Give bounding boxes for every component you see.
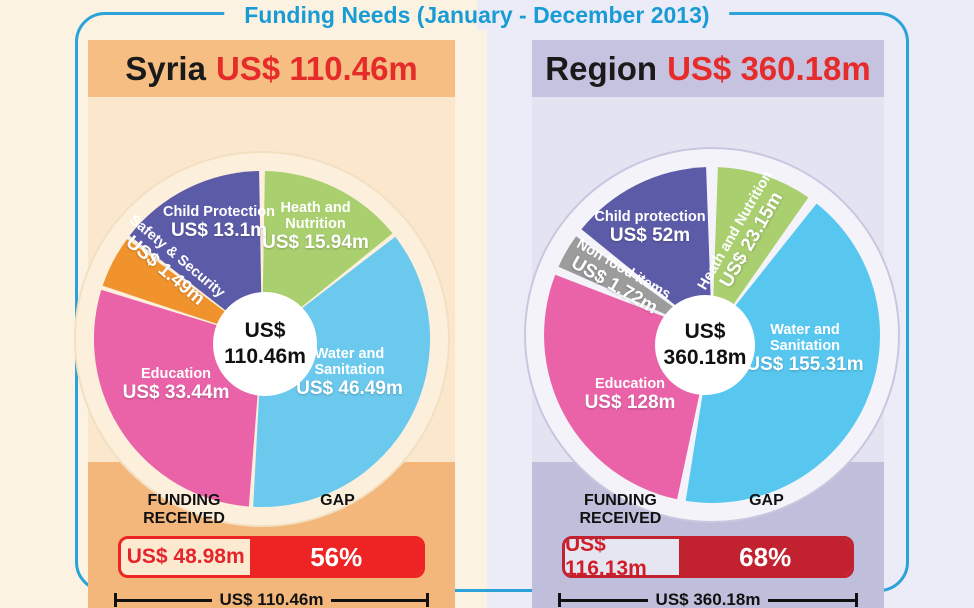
syria-funding-headers: FUNDING RECEIVED GAP xyxy=(118,492,425,528)
syria-pie: Heath and Nutrition US$ 15.94m Water and… xyxy=(74,151,450,527)
measure-line xyxy=(331,598,426,602)
syria-total-measure: US$ 110.46m xyxy=(114,590,429,608)
syria-funding-received-header: FUNDING RECEIVED xyxy=(143,492,225,527)
panel-region: Region US$ 360.18m Heath and Nutrition U… xyxy=(524,40,900,608)
region-total-measure: US$ 360.18m xyxy=(558,590,858,608)
pie-slice-water-sanitation xyxy=(685,203,881,503)
panel-syria-header: Syria US$ 110.46m xyxy=(88,40,455,97)
syria-gap-header: GAP xyxy=(320,492,355,509)
measure-right-tick xyxy=(426,593,429,607)
pie-slice-water-sanitation xyxy=(253,236,431,508)
panel-syria-body: Heath and Nutrition US$ 15.94m Water and… xyxy=(74,97,455,527)
syria-measure-total: US$ 110.46m xyxy=(219,590,324,608)
region-funding-bar: US$ 116.13m 68% xyxy=(562,536,854,578)
syria-slice-label-education: Education US$ 33.44m xyxy=(122,366,230,403)
measure-line xyxy=(768,598,855,602)
syria-slice-label-child-protection: Child Protection US$ 13.1m xyxy=(163,204,275,241)
panel-region-footer: FUNDING RECEIVED GAP US$ 116.13m 68% US$… xyxy=(532,462,884,608)
region-slice-label-education: Education US$ 128m xyxy=(584,376,676,413)
region-funding-received-header: FUNDING RECEIVED xyxy=(579,492,662,527)
panel-syria-total: US$ 110.46m xyxy=(215,49,418,87)
measure-left-tick xyxy=(114,593,117,607)
syria-pie-center: US$ 110.46m xyxy=(213,292,317,396)
syria-gap-value: 56% xyxy=(250,539,422,575)
page-title: Funding Needs (January - December 2013) xyxy=(224,0,730,30)
pie-slice-child-protection xyxy=(129,171,262,339)
region-slice-label-child-protection: Child protection US$ 52m xyxy=(594,209,706,246)
pie-slice-health-nutrition xyxy=(262,171,393,339)
panel-syria-title: Syria xyxy=(125,49,206,87)
panel-syria: Syria US$ 110.46m Heath and Nutrition US… xyxy=(74,40,455,608)
syria-funding-bar: US$ 48.98m 56% xyxy=(118,536,425,578)
measure-left-tick xyxy=(558,593,561,607)
region-slice-label-water-sanitation: Water and Sanitation US$ 155.31m xyxy=(746,322,864,375)
panel-region-body: Heath and Nutrition US$ 23.15m Water and… xyxy=(524,97,900,523)
panel-region-header: Region US$ 360.18m xyxy=(532,40,884,97)
region-pie: Heath and Nutrition US$ 23.15m Water and… xyxy=(524,147,900,523)
syria-funding-received-value: US$ 48.98m xyxy=(121,539,251,575)
measure-line xyxy=(561,598,648,602)
panel-region-total: US$ 360.18m xyxy=(667,49,871,87)
measure-line xyxy=(117,598,212,602)
measure-right-tick xyxy=(855,593,858,607)
syria-slice-label-water-sanitation: Water and Sanitation US$ 46.49m xyxy=(296,346,403,399)
pie-slice-health-nutrition xyxy=(712,167,809,335)
region-gap-value: 68% xyxy=(679,539,851,575)
panel-region-title: Region xyxy=(545,49,658,87)
region-measure-total: US$ 360.18m xyxy=(655,590,761,608)
syria-slice-label-health-nutrition: Heath and Nutrition US$ 15.94m xyxy=(262,200,369,253)
region-gap-header: GAP xyxy=(749,492,784,509)
region-funding-headers: FUNDING RECEIVED GAP xyxy=(562,492,854,528)
region-funding-received-value: US$ 116.13m xyxy=(565,539,680,575)
region-pie-center: US$ 360.18m xyxy=(655,295,755,395)
pie-slice-child-protection xyxy=(581,167,712,335)
